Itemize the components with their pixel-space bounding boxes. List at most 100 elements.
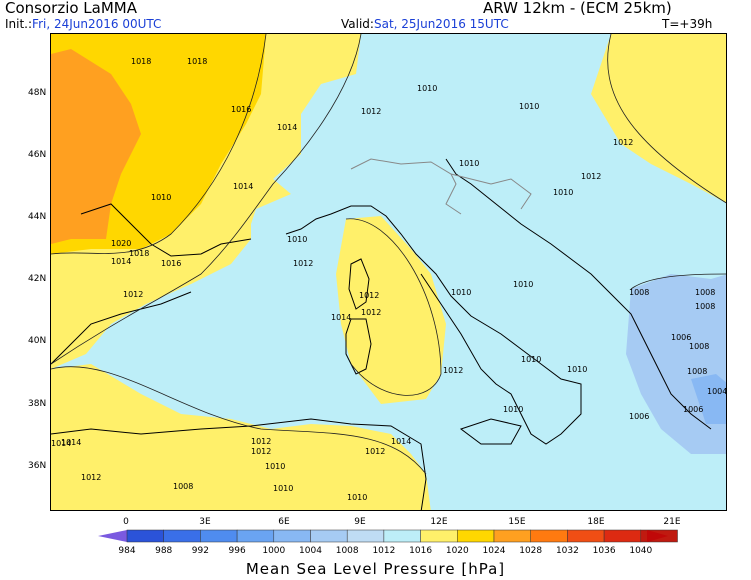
colorbar-cell bbox=[126, 529, 164, 543]
colorbar-label: 992 bbox=[191, 546, 209, 556]
isobar-lines bbox=[51, 34, 726, 475]
colorbar-label: 1028 bbox=[519, 546, 543, 556]
lon-label: 0 bbox=[123, 517, 129, 527]
chart-title: Mean Sea Level Pressure [hPa] bbox=[245, 560, 506, 578]
isobar-label: 1008 bbox=[695, 302, 715, 311]
isobar-label: 1010 bbox=[521, 355, 541, 364]
colorbar-cell bbox=[163, 529, 201, 543]
lat-label: 40N bbox=[28, 336, 47, 346]
isobar-label: 1012 bbox=[359, 291, 379, 300]
isobar-label: 1016 bbox=[231, 105, 251, 114]
colorbar-cell bbox=[493, 529, 531, 543]
field-1012-northeast bbox=[591, 34, 726, 203]
isobar-label: 1010 bbox=[503, 405, 523, 414]
isobar-label: 1008 bbox=[695, 288, 715, 297]
isobar-label: 1006 bbox=[629, 412, 649, 421]
colorbar-label: 1032 bbox=[555, 546, 579, 556]
colorbar-label: 1012 bbox=[372, 546, 396, 556]
isobar-label: 1004 bbox=[707, 387, 727, 396]
isobar-label: 1010 bbox=[519, 102, 539, 111]
isobar-label: 1010 bbox=[347, 493, 367, 502]
lat-label: 44N bbox=[28, 212, 47, 222]
isobar-label: 1010 bbox=[417, 84, 437, 93]
isobar-labels: 1018 1018 1016 1014 1012 1010 1010 1014 … bbox=[51, 57, 727, 502]
isobar-label: 1008 bbox=[629, 288, 649, 297]
isobar-label: 1014 bbox=[233, 182, 253, 191]
lat-label: 48N bbox=[28, 88, 47, 98]
isobar-label: 1018 bbox=[187, 57, 207, 66]
isobar-label: 1008 bbox=[687, 367, 707, 376]
colorbar-cell bbox=[236, 529, 275, 543]
init-label: Init.: bbox=[5, 17, 33, 31]
field-1004-greece bbox=[691, 374, 726, 424]
isobar-label: 1014 bbox=[111, 257, 131, 266]
isobar-label: 1018 bbox=[131, 57, 151, 66]
isobar-label: 1010 bbox=[151, 193, 171, 202]
colorbar-label: 1020 bbox=[445, 546, 469, 556]
lon-label: 6E bbox=[278, 517, 290, 527]
isobar-label: 1018 bbox=[129, 249, 149, 258]
isobar-label: 1008 bbox=[689, 342, 709, 351]
isobar-label: 1014 bbox=[61, 438, 81, 447]
valid-label: Valid: bbox=[341, 17, 374, 31]
lat-label: 42N bbox=[28, 274, 47, 284]
colorbar-cells bbox=[126, 529, 678, 543]
field-1012-south bbox=[51, 364, 431, 510]
isobar-label: 1014 bbox=[277, 123, 297, 132]
isobar-label: 1010 bbox=[553, 188, 573, 197]
valid-value: Sat, 25Jun2016 15UTC bbox=[373, 17, 509, 31]
isobar-label: 1012 bbox=[365, 447, 385, 456]
colorbar-cell bbox=[273, 529, 311, 543]
lon-label: 12E bbox=[430, 517, 448, 527]
colorbar-label: 1008 bbox=[335, 546, 359, 556]
isobar-label: 1010 bbox=[459, 159, 479, 168]
isobar-label: 1006 bbox=[683, 405, 703, 414]
colorbar-cell bbox=[310, 529, 348, 543]
colorbar-cell bbox=[420, 529, 458, 543]
coastlines bbox=[51, 158, 712, 510]
isobar-label: 1010 bbox=[287, 235, 307, 244]
isobar-label: 1020 bbox=[111, 239, 131, 248]
organization-title: Consorzio LaMMA bbox=[5, 0, 137, 17]
isobar-label: 1016 bbox=[161, 259, 181, 268]
valid-time: Valid:Sat, 25Jun2016 15UTC bbox=[341, 17, 509, 31]
field-1020-west bbox=[51, 49, 141, 244]
init-time: Init.:Fri, 24Jun2016 00UTC bbox=[5, 17, 161, 31]
isobar-label: 1008 bbox=[173, 482, 193, 491]
lon-label: 3E bbox=[199, 517, 211, 527]
isobar-label: 1010 bbox=[265, 462, 285, 471]
colorbar-cell bbox=[200, 529, 238, 543]
isobar-label: 1012 bbox=[361, 308, 381, 317]
colorbar-label: 1036 bbox=[592, 546, 616, 556]
pressure-map: 1018 1018 1016 1014 1012 1010 1010 1014 … bbox=[50, 33, 727, 511]
isobar-label: 1012 bbox=[581, 172, 601, 181]
isobar-label: 1012 bbox=[293, 259, 313, 268]
isobar-label: 1010 bbox=[567, 365, 587, 374]
isobar-label: 1012 bbox=[81, 473, 101, 482]
lon-label: 9E bbox=[354, 517, 366, 527]
isobar-label: 1010 bbox=[273, 484, 293, 493]
colorbar-label: 1000 bbox=[262, 546, 286, 556]
isobar-label: 1012 bbox=[361, 107, 381, 116]
isobar-label: 1014 bbox=[391, 437, 411, 446]
colorbar-cell bbox=[457, 529, 495, 543]
isobar-label: 1006 bbox=[671, 333, 691, 342]
colorbar-label: 1040 bbox=[629, 546, 653, 556]
colorbar-label: 996 bbox=[228, 546, 246, 556]
lat-label: 46N bbox=[28, 150, 47, 160]
model-title: ARW 12km - (ECM 25km) bbox=[483, 0, 672, 17]
lon-label: 21E bbox=[663, 517, 681, 527]
isobar-label: 1012 bbox=[251, 447, 271, 456]
colorbar-cell bbox=[567, 529, 605, 543]
isobar-label: 1014 bbox=[51, 439, 71, 448]
colorbar-label: 1024 bbox=[482, 546, 506, 556]
colorbar-cell bbox=[346, 529, 385, 543]
colorbar-label: 988 bbox=[155, 546, 173, 556]
isobar-label: 1014 bbox=[331, 313, 351, 322]
colorbar-cell bbox=[603, 529, 642, 543]
colorbar-label: 1016 bbox=[409, 546, 433, 556]
lat-label: 36N bbox=[28, 461, 47, 471]
colorbar-label: 984 bbox=[118, 546, 136, 556]
lon-label: 15E bbox=[508, 517, 526, 527]
lon-label: 18E bbox=[587, 517, 605, 527]
